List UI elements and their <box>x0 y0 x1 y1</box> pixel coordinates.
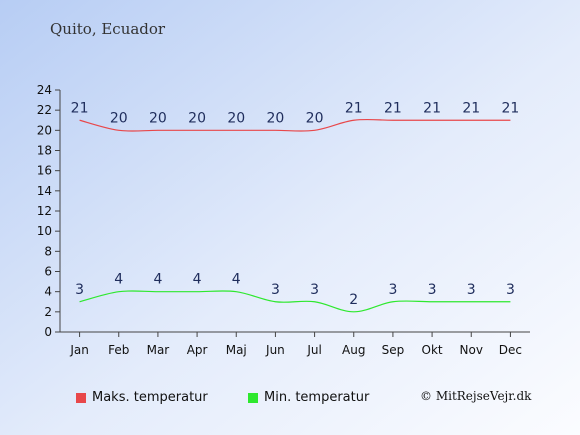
y-tick-label: 24 <box>37 83 52 97</box>
x-tick-label: Feb <box>108 343 129 357</box>
x-tick-label: Maj <box>226 343 247 357</box>
y-tick-label: 4 <box>44 285 52 299</box>
legend-item-max: Maks. temperatur <box>76 390 208 405</box>
x-tick-label: Mar <box>147 343 170 357</box>
legend-swatch-min <box>248 392 258 403</box>
data-label: 20 <box>149 110 167 126</box>
data-label: 20 <box>188 110 206 126</box>
y-tick-label: 16 <box>37 164 52 178</box>
y-tick-label: 18 <box>37 144 52 158</box>
data-label: 3 <box>506 282 515 298</box>
y-tick-label: 0 <box>44 325 52 339</box>
data-label: 4 <box>193 272 202 288</box>
y-tick-label: 22 <box>37 103 52 117</box>
data-label: 21 <box>71 100 89 116</box>
x-tick-label: Dec <box>499 343 522 357</box>
data-label: 20 <box>306 110 324 126</box>
data-label: 20 <box>110 110 128 126</box>
data-label: 21 <box>423 100 441 116</box>
x-tick-label: Apr <box>187 343 208 357</box>
y-tick-label: 20 <box>37 123 52 137</box>
data-label: 3 <box>310 282 319 298</box>
data-label: 21 <box>502 100 520 116</box>
x-tick-label: Jan <box>69 343 89 357</box>
data-label: 3 <box>428 282 437 298</box>
data-label: 2 <box>349 292 358 308</box>
y-tick-label: 6 <box>44 265 52 279</box>
data-label: 4 <box>114 272 123 288</box>
x-tick-label: Aug <box>342 343 365 357</box>
x-tick-label: Sep <box>382 343 405 357</box>
copyright-text: © MitRejseVejr.dk <box>420 389 532 403</box>
series-lines <box>79 118 511 313</box>
data-label: 4 <box>232 272 241 288</box>
legend-swatch-max <box>76 392 86 403</box>
y-tick-label: 10 <box>37 224 52 238</box>
data-label: 21 <box>384 100 402 116</box>
data-label: 3 <box>467 282 476 298</box>
y-tick-label: 14 <box>37 184 52 198</box>
y-tick-label: 12 <box>37 204 52 218</box>
data-label: 3 <box>271 282 280 298</box>
y-tick-label: 2 <box>44 305 52 319</box>
x-tick-label: Jul <box>306 343 321 357</box>
data-label: 20 <box>267 110 285 126</box>
y-tick-label: 8 <box>44 244 52 258</box>
data-label: 20 <box>227 110 245 126</box>
legend-label-min: Min. temperatur <box>264 390 370 405</box>
series-line-min <box>79 290 511 313</box>
chart-title: Quito, Ecuador <box>50 20 166 38</box>
x-tick-label: Jun <box>265 343 285 357</box>
series-line-max <box>79 118 511 132</box>
data-label: 3 <box>388 282 397 298</box>
x-tick-label: Okt <box>422 343 443 357</box>
legend-item-min: Min. temperatur <box>248 390 369 405</box>
data-label: 4 <box>153 272 162 288</box>
data-label: 21 <box>345 100 363 116</box>
data-labels: 21 20 20 20 20 20 20 21 21 21 21 21 3 4 4 4 4 3 3 2 3 3 3 3 <box>71 100 520 308</box>
x-tick-label: Nov <box>460 343 483 357</box>
x-axis-ticks: Jan Feb Mar Apr Maj Jun Jul Aug Sep Okt Nov Dec <box>69 332 522 357</box>
legend-label-max: Maks. temperatur <box>92 390 208 405</box>
data-label: 21 <box>462 100 480 116</box>
data-label: 3 <box>75 282 84 298</box>
